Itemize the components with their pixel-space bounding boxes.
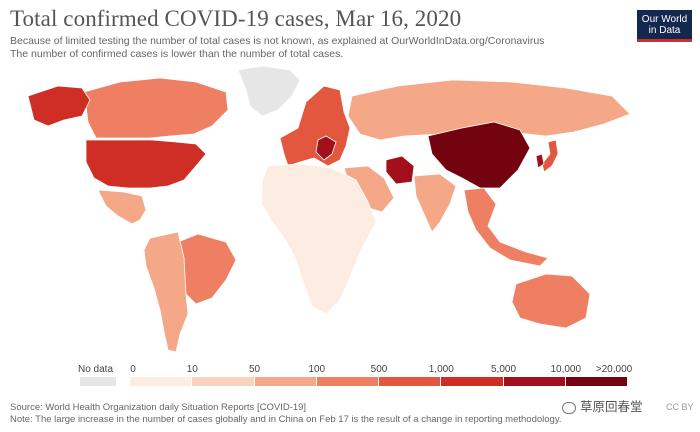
- country-russia[interactable]: [347, 79, 631, 141]
- country-southeast-asia[interactable]: [463, 187, 549, 267]
- country-alaska[interactable]: [27, 85, 91, 127]
- watermark-text: 草原回春堂: [580, 400, 643, 414]
- source-note: Source: World Health Organization daily …: [10, 402, 307, 413]
- chart-subtitle: Because of limited testing the number of…: [10, 35, 600, 60]
- chart-title: Total confirmed COVID-19 cases, Mar 16, …: [10, 6, 462, 31]
- world-map: [0, 62, 700, 360]
- country-south-korea[interactable]: [535, 153, 545, 169]
- watermark: 草原回春堂: [562, 396, 643, 415]
- country-india[interactable]: [413, 173, 457, 233]
- legend-swatch-500-1000[interactable]: [379, 377, 441, 386]
- country-mexico[interactable]: [97, 189, 147, 225]
- legend-tick-label: 500: [370, 364, 388, 375]
- legend-swatch-0-10[interactable]: [130, 377, 192, 386]
- logo-line-2: in Data: [648, 25, 681, 36]
- subtitle-line-1: Because of limited testing the number of…: [10, 35, 545, 47]
- legend-tick-label: 5,000: [490, 364, 517, 375]
- legend-no-data-swatch[interactable]: [80, 377, 116, 386]
- country-iran[interactable]: [385, 155, 415, 185]
- legend-swatch-50-100[interactable]: [254, 377, 316, 386]
- license-label: CC BY: [666, 402, 694, 412]
- country-united-states[interactable]: [85, 139, 207, 189]
- legend-no-data-label: No data: [78, 364, 114, 375]
- subtitle-line-2: The number of confirmed cases is lower t…: [10, 47, 344, 60]
- legend-tick-label: 10: [186, 364, 198, 375]
- country-south-america-other[interactable]: [143, 231, 189, 353]
- legend-tick-label: 0: [130, 364, 136, 375]
- our-world-in-data-logo[interactable]: Our World in Data: [637, 10, 692, 42]
- country-greenland[interactable]: [237, 65, 301, 117]
- legend-tick-label: >20,000: [595, 364, 633, 375]
- logo-line-1: Our World: [641, 14, 688, 25]
- country-japan[interactable]: [541, 139, 559, 173]
- country-africa[interactable]: [261, 163, 377, 315]
- legend-swatch-1000-5000[interactable]: [441, 377, 503, 386]
- legend-tick-label: 1,000: [428, 364, 454, 375]
- color-legend: No data 0 10 50 100 500 1,000 5,000 10,000 >20,0…: [0, 360, 700, 390]
- country-australia[interactable]: [511, 273, 591, 329]
- footer: Source: World Health Organization daily …: [10, 402, 690, 425]
- legend-swatch-10000-20000[interactable]: [565, 377, 627, 386]
- legend-tick-label: 50: [248, 364, 261, 375]
- wechat-icon: [562, 401, 576, 414]
- legend-tick-label: 100: [308, 364, 326, 375]
- legend-swatch-5000-10000[interactable]: [503, 377, 565, 386]
- legend-swatch-100-500[interactable]: [316, 377, 378, 386]
- country-china[interactable]: [427, 121, 531, 189]
- legend-tick-label: 10,000: [550, 364, 582, 375]
- country-italy[interactable]: [315, 135, 337, 161]
- legend-swatch-10-50[interactable]: [192, 377, 254, 386]
- methodology-note: Note: The large increase in the number o…: [10, 413, 562, 425]
- country-canada[interactable]: [83, 77, 229, 139]
